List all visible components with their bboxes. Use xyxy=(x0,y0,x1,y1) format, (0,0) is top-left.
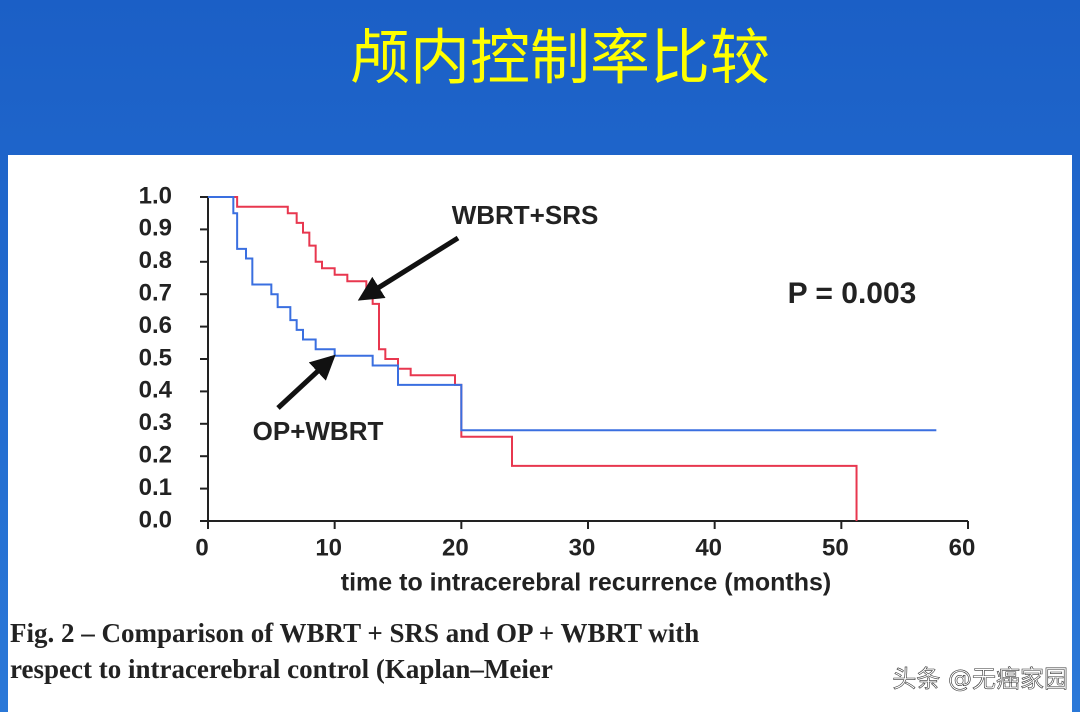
x-tick-label: 60 xyxy=(949,534,976,561)
y-tick-label: 0.5 xyxy=(139,344,172,371)
p-value: P = 0.003 xyxy=(788,277,917,310)
y-tick-label: 0.7 xyxy=(139,280,172,307)
x-tick-label: 20 xyxy=(442,534,469,561)
arrow xyxy=(276,354,336,410)
x-tick-label: 50 xyxy=(822,534,849,561)
arrow xyxy=(357,235,460,301)
caption: Fig. 2 – Comparison of WBRT + SRS and OP… xyxy=(10,618,699,648)
y-tick-label: 0.2 xyxy=(139,442,172,469)
watermark: 头条 @无癌家园 xyxy=(892,665,1068,693)
y-tick-label: 0.1 xyxy=(139,474,172,501)
caption: respect to intracerebral control (Kaplan… xyxy=(10,654,553,684)
y-tick-label: 0.9 xyxy=(139,215,172,242)
y-tick-label: 0.0 xyxy=(139,506,172,533)
y-tick-label: 0.6 xyxy=(139,312,172,339)
y-tick-label: 1.0 xyxy=(139,182,172,209)
slide-title: 颅内控制率比较 xyxy=(350,24,770,94)
y-tick-label: 0.3 xyxy=(139,409,172,436)
x-tick-label: 30 xyxy=(569,534,596,561)
y-tick-label: 0.8 xyxy=(139,247,172,274)
x-tick-label: 40 xyxy=(695,534,722,561)
x-tick-label: 0 xyxy=(195,534,208,561)
series-label: OP+WBRT xyxy=(253,416,384,446)
series-label: WBRT+SRS xyxy=(452,200,599,230)
figure-panel xyxy=(8,155,1072,712)
x-tick-label: 10 xyxy=(315,534,342,561)
km-curve xyxy=(208,196,937,432)
y-tick-label: 0.4 xyxy=(139,377,173,404)
x-axis-label: time to intracerebral recurrence (months… xyxy=(341,569,831,597)
